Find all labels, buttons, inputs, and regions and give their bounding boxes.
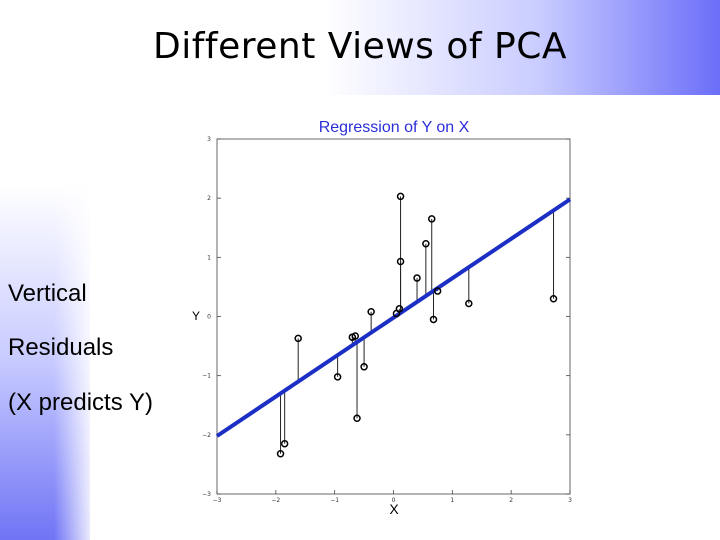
plot-title: Regression of Y on X [319,119,470,136]
x-tick-label: −2 [271,497,280,504]
data-point [396,257,405,266]
x-tick-label: 1 [450,497,454,504]
data-point [427,215,436,223]
slide-title: Different Views of PCA [153,26,567,67]
data-point [294,334,302,343]
residual-lines [280,196,555,454]
data-point [465,299,473,308]
x-tick-label: 2 [509,497,513,504]
side-text-line-2: Residuals [8,334,114,361]
y-tick-label: 3 [207,136,211,143]
data-point [276,450,285,458]
data-point [395,305,404,313]
y-tick-label: −3 [202,491,211,498]
data-point [353,414,361,423]
data-point [333,373,342,381]
fit-line-group [215,197,572,438]
side-text-line-1: Vertical [8,280,87,307]
data-point [422,239,430,248]
data-point [429,315,438,324]
data-point [413,274,421,282]
y-axis-label: Y [192,309,200,323]
data-point [280,439,289,448]
fit-line [215,197,572,438]
data-point [360,363,368,371]
left-gradient-fade [0,95,90,540]
data-point [367,308,375,316]
x-tick-label: −3 [213,497,222,504]
data-point [396,192,405,201]
data-points [276,192,558,458]
side-text-line-3: (X predicts Y) [8,389,153,416]
y-tick-label: 2 [207,195,211,202]
y-tick-label: 1 [207,254,211,261]
x-tick-label: −1 [330,497,339,504]
header-gradient [0,0,720,95]
y-tick-label: 0 [207,314,211,321]
data-point [433,287,442,295]
x-axis-label: X [389,501,399,517]
data-point [549,295,558,303]
data-point [351,332,360,340]
x-tick-label: 0 [392,497,396,504]
y-tick-label: −2 [202,432,211,439]
y-tick-label: −1 [202,373,211,380]
x-tick-label: 3 [568,497,572,504]
